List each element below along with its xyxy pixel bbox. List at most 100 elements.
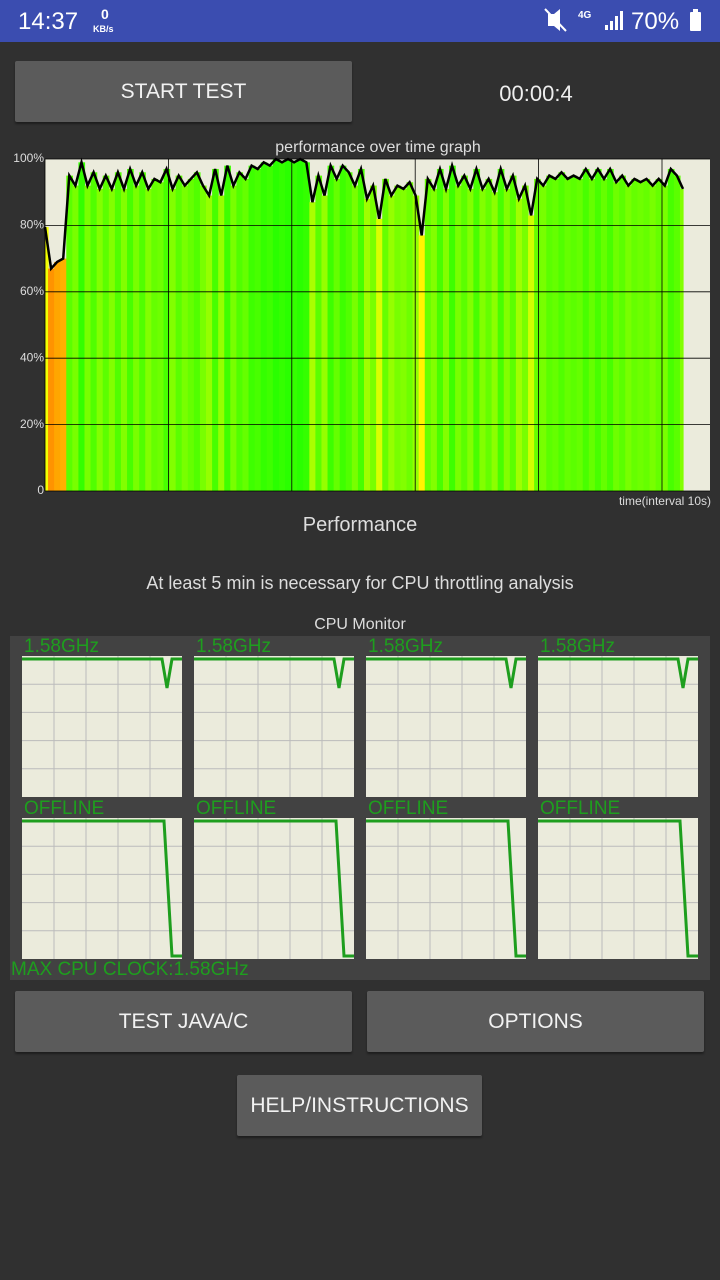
performance-column [218,195,225,491]
performance-column [400,188,408,491]
performance-column [540,185,547,491]
core-label: OFFLINE [368,798,448,819]
performance-chart: performance over time graph 0 20% 40% 60% 80%… [13,139,711,508]
performance-column [309,202,316,491]
core-line [538,657,698,689]
performance-column [661,185,669,491]
performance-column [297,159,304,491]
performance-column [181,185,189,491]
performance-column [193,172,201,491]
performance-column [582,168,590,491]
performance-column [120,188,128,491]
performance-column [619,175,626,491]
performance-column [339,165,347,491]
performance-column [455,185,462,491]
performance-column [594,168,602,491]
test-java-button[interactable]: TEST JAVA/C [15,991,352,1052]
performance-column [351,185,359,491]
status-bar: 14:37 0 KB/s 4G 70% [0,0,720,42]
core-graph-background [366,818,526,959]
performance-column [199,185,207,491]
y-tick-label: 60% [20,284,44,298]
performance-column [127,168,134,491]
performance-column [485,178,493,492]
core-graph-background [538,818,698,959]
performance-column [637,182,645,492]
core-label: 1.58GHz [24,636,99,657]
core-line [22,819,182,958]
performance-column [66,175,73,491]
x-axis-label: time(interval 10s) [619,494,711,508]
performance-column [406,182,414,492]
performance-column [613,182,620,492]
performance-column [552,178,560,492]
performance-column [600,178,608,492]
performance-column [655,178,663,492]
performance-column [230,185,237,491]
performance-column [515,198,523,491]
performance-column [667,168,675,491]
performance-column [467,188,474,491]
performance-column [157,182,165,492]
y-tick-label: 80% [20,218,44,232]
help-button[interactable]: HELP/INSTRUCTIONS [237,1075,482,1136]
core-label: 1.58GHz [368,636,443,657]
performance-column [260,162,268,491]
performance-column [649,185,657,491]
performance-column [442,188,450,491]
performance-column [84,185,92,491]
performance-column [236,172,244,491]
performance-column [491,192,499,491]
performance-column [242,178,250,492]
cpu-monitor: 1.58GHz 1.58GHz 1.58GHz 1.58GHz OFFLINE OFFLI… [10,636,710,980]
performance-column [327,165,335,491]
performance-column [521,185,529,491]
performance-column [479,188,487,491]
performance-column [321,195,329,491]
performance-column [564,178,572,492]
performance-column [418,235,426,491]
performance-column [54,261,61,491]
performance-column [576,178,584,492]
chart-title: performance over time graph [275,139,480,156]
clock: 14:37 [18,8,79,35]
performance-column [558,172,566,491]
core-graph-background [366,656,526,797]
performance-column [679,188,684,491]
performance-column [108,188,116,491]
performance-column [643,178,651,492]
options-button[interactable]: OPTIONS [367,991,704,1052]
start-test-button[interactable]: START TEST [15,61,352,122]
timer: 00:00:4 [499,81,573,106]
y-tick-label: 0 [37,483,44,497]
performance-column [206,195,213,491]
performance-column [345,172,353,491]
performance-column [430,188,438,491]
performance-column [315,175,323,491]
performance-column [382,178,389,492]
performance-column [546,175,553,491]
performance-column [48,268,55,491]
core-graph-background [22,818,182,959]
battery: 70% [631,8,680,35]
performance-column [497,168,505,491]
core-line [22,657,182,689]
core-line [538,819,698,958]
core-graph-background [538,656,698,797]
core-line [366,657,526,689]
performance-column [503,188,511,491]
y-tick-label: 20% [20,417,44,431]
y-tick-label: 100% [13,151,44,165]
performance-column [278,162,286,491]
performance-column [424,178,432,492]
performance-column [631,178,639,492]
performance-column [436,168,444,491]
performance-column [625,185,632,491]
core-line [194,657,354,689]
performance-column [102,175,110,491]
performance-column [72,185,80,491]
performance-column [169,188,177,491]
performance-column [175,175,183,491]
core-label: 1.58GHz [196,636,271,657]
performance-column [673,175,681,491]
